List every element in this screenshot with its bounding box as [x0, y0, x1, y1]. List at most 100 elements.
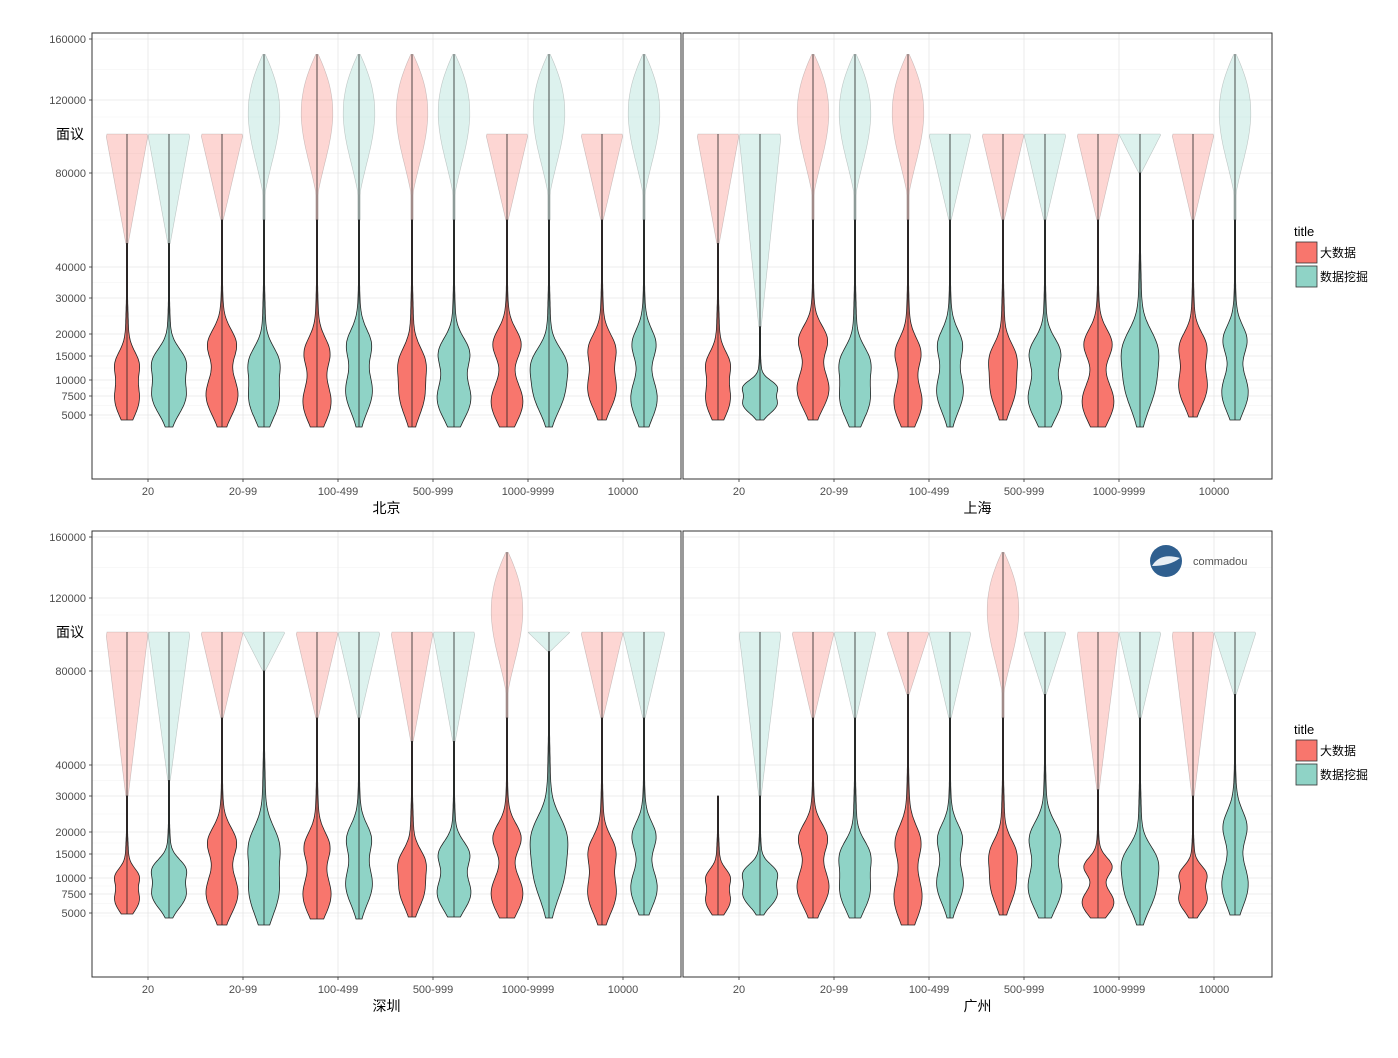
- y-tick-label: 10000: [55, 375, 86, 387]
- x-tick-label: 100-499: [318, 984, 358, 996]
- y-tick-label: 80000: [55, 666, 86, 678]
- violin: [436, 54, 472, 428]
- violin: [147, 133, 191, 428]
- violin: [1218, 54, 1252, 421]
- y-tick-label: 15000: [55, 351, 86, 363]
- panel-background: [92, 531, 681, 977]
- violin: [981, 133, 1025, 421]
- facet-label: 上海: [964, 501, 992, 517]
- violin: [1023, 631, 1067, 919]
- y-tick-label: 30000: [55, 791, 86, 803]
- y-tick-label: 160000: [49, 532, 86, 544]
- violin: [891, 54, 925, 428]
- violin: [580, 631, 624, 926]
- violin: [738, 133, 782, 421]
- violin: [432, 631, 476, 918]
- violin: [622, 631, 666, 916]
- y-tick-label: 5000: [62, 410, 86, 422]
- y-tick-label: 10000: [55, 873, 86, 885]
- x-tick-label: 500-999: [413, 486, 453, 498]
- violin: [105, 133, 149, 421]
- x-tick-label: 100-499: [318, 486, 358, 498]
- violin: [704, 795, 732, 916]
- violin: [1076, 133, 1120, 428]
- x-tick-label: 10000: [608, 486, 639, 498]
- legend-label: 大数据: [1320, 743, 1356, 758]
- violin: [791, 631, 835, 919]
- violin: [247, 54, 281, 428]
- facet-label: 深圳: [373, 999, 401, 1015]
- y-tick-label: 20000: [55, 329, 86, 341]
- x-tick-label: 1000-9999: [502, 984, 555, 996]
- violin: [295, 631, 339, 920]
- violin: [986, 552, 1020, 916]
- violin: [1118, 631, 1162, 926]
- violin: [200, 631, 244, 926]
- violin: [627, 54, 661, 428]
- y-tick-label: 15000: [55, 849, 86, 861]
- x-tick-label: 1000-9999: [1093, 486, 1146, 498]
- y-tick-label: 7500: [62, 889, 86, 901]
- violin: [242, 631, 286, 926]
- facet-panel: 5000 7500 10000 15000 20000 30000 40000 80000 12…: [49, 531, 681, 1015]
- y-tick-label: 80000: [55, 168, 86, 180]
- y-label-negotiable: 面议: [56, 625, 84, 641]
- x-tick-label: 20: [733, 486, 745, 498]
- violin: [342, 54, 376, 428]
- panel-border: [91, 530, 682, 978]
- legend-label: 数据挖掘: [1320, 269, 1368, 284]
- facet-panel: 5000 7500 10000 15000 20000 30000 40000 80000 12…: [49, 33, 681, 517]
- violin: [696, 133, 740, 421]
- violin: [928, 631, 972, 919]
- legend-title: title: [1294, 722, 1314, 737]
- x-tick-label: 10000: [1199, 984, 1230, 996]
- violin: [527, 631, 571, 919]
- facet-panel: 20 20-99 100-499 500-999 1000-9999 10000 上海: [683, 33, 1272, 517]
- violin: [580, 133, 624, 421]
- violin: [529, 54, 569, 428]
- violin: [1076, 631, 1120, 919]
- x-tick-label: 1000-9999: [502, 486, 555, 498]
- violin: [337, 631, 381, 920]
- violin: [485, 133, 529, 428]
- y-tick-label: 120000: [49, 95, 86, 107]
- violin: [738, 631, 782, 916]
- y-tick-label: 20000: [55, 827, 86, 839]
- facet-label: 北京: [373, 501, 401, 517]
- x-tick-label: 20-99: [229, 486, 257, 498]
- violin: [1213, 631, 1257, 916]
- x-tick-label: 500-999: [413, 984, 453, 996]
- x-tick-label: 1000-9999: [1093, 984, 1146, 996]
- legend-swatch: [1295, 739, 1318, 762]
- panel-background: [683, 33, 1272, 479]
- legend-label: 数据挖掘: [1320, 767, 1368, 782]
- violin: [147, 631, 191, 919]
- panel-border: [682, 32, 1273, 480]
- panel-border: [91, 32, 682, 480]
- panel-border: [682, 530, 1273, 978]
- y-tick-label: 160000: [49, 34, 86, 46]
- violin: [1171, 631, 1215, 919]
- legend-label: 大数据: [1320, 245, 1356, 260]
- legend-title: title: [1294, 224, 1314, 239]
- violin: [1171, 133, 1215, 418]
- x-tick-label: 20-99: [820, 984, 848, 996]
- violin: [796, 54, 830, 421]
- x-tick-label: 500-999: [1004, 984, 1044, 996]
- x-tick-label: 100-499: [909, 984, 949, 996]
- violin: [833, 631, 877, 919]
- x-tick-label: 20-99: [820, 486, 848, 498]
- violin: [490, 552, 524, 919]
- violin: [390, 631, 434, 918]
- y-tick-label: 5000: [62, 908, 86, 920]
- panel-background: [92, 33, 681, 479]
- x-tick-label: 100-499: [909, 486, 949, 498]
- y-tick-label: 40000: [55, 760, 86, 772]
- legend-swatch: [1295, 241, 1318, 264]
- watermark: commadou: [1150, 545, 1247, 577]
- violin: [1023, 133, 1067, 428]
- violin: [1118, 133, 1162, 428]
- legend-swatch: [1295, 763, 1318, 786]
